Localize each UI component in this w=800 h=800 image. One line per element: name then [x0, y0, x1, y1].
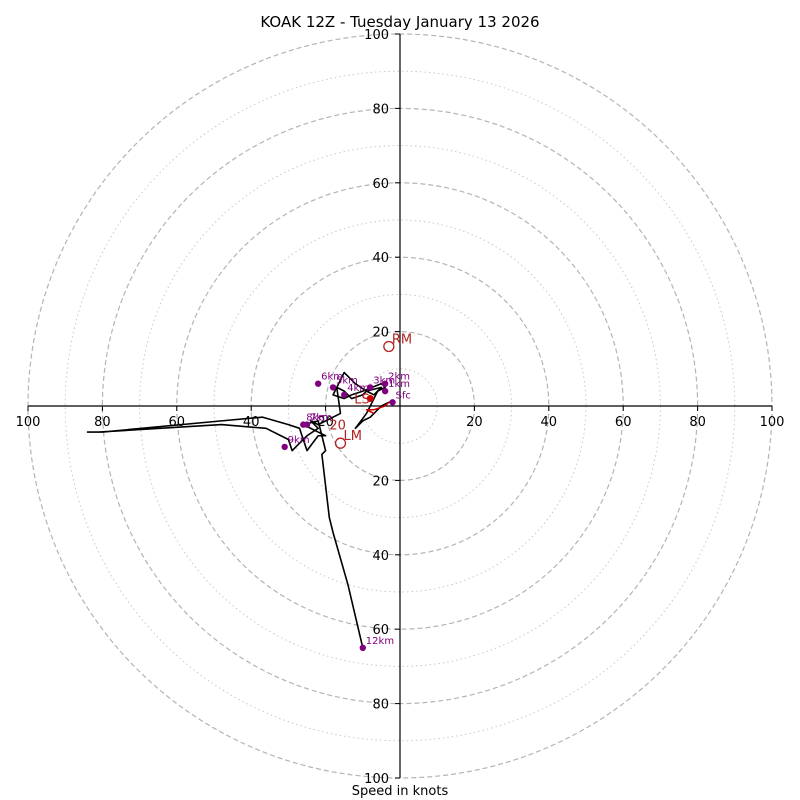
y-tick-label: 40: [372, 549, 389, 564]
storm-motion-marker: [334, 437, 347, 449]
height-marker-label: 12km: [366, 636, 394, 647]
y-tick-label: 60: [372, 177, 389, 192]
x-tick-label: 80: [94, 415, 111, 430]
x-tick-label: 80: [689, 415, 706, 430]
shear-vector-line: [365, 401, 390, 415]
storm-motion-label: LM: [343, 429, 361, 444]
height-marker-label: 1km: [388, 379, 410, 390]
height-marker-dot: [381, 387, 389, 395]
y-tick-label: 60: [372, 623, 389, 638]
y-tick-label: 100: [364, 772, 389, 787]
axes: [28, 34, 772, 778]
height-marker-label: Sfc: [396, 390, 411, 401]
height-marker-label: 7km: [310, 413, 332, 424]
height-marker-dot: [281, 443, 288, 451]
ls-motion-marker: [366, 395, 374, 403]
height-marker-label: 9km: [288, 435, 310, 446]
y-tick-label: 40: [372, 251, 389, 266]
y-tick-label: 80: [372, 102, 389, 117]
y-tick-label: 80: [372, 698, 389, 713]
storm-motion-label: RM: [392, 332, 412, 347]
storm-motion-label: LS: [354, 393, 370, 408]
y-tick-label: 20: [372, 474, 389, 489]
height-marker-dot: [381, 380, 389, 387]
height-marker-label: 8km: [306, 413, 328, 424]
x-tick-label: 100: [16, 415, 41, 430]
height-marker-dot: [314, 380, 322, 387]
chart-title: KOAK 12Z - Tuesday January 13 2026: [260, 13, 539, 31]
height-marker-dot: [359, 644, 366, 651]
x-tick-label: 100: [760, 415, 785, 430]
height-marker-dot: [329, 384, 337, 391]
deviant-motion-label: 20: [329, 419, 346, 434]
height-marker-label: 3km: [373, 375, 395, 386]
height-marker-label: 5km: [336, 375, 358, 386]
x-tick-label: 60: [615, 415, 632, 430]
x-axis-label: Speed in knots: [352, 784, 449, 799]
height-marker-label: 4km: [347, 383, 369, 394]
y-tick-label: 20: [372, 326, 389, 341]
height-marker-dot: [367, 384, 374, 391]
x-tick-label: 20: [466, 415, 483, 430]
tick-labels: 100 80 60 40 20 20 40 60 80 100100806040202040608…: [16, 28, 785, 787]
y-tick-label: 100: [364, 28, 389, 43]
height-marker-dot: [341, 391, 348, 399]
height-marker-dot: [300, 421, 307, 428]
storm-motion-marker: [383, 340, 395, 353]
height-marker-label: 6km: [321, 372, 343, 383]
height-marker-dot: [389, 399, 396, 406]
series-lines: [86, 371, 393, 648]
storm-motions: RM LM LS 20: [329, 332, 412, 449]
x-tick-label: 40: [541, 415, 558, 430]
hodograph-line: [86, 371, 393, 648]
height-marker-label: 2km: [388, 372, 410, 383]
